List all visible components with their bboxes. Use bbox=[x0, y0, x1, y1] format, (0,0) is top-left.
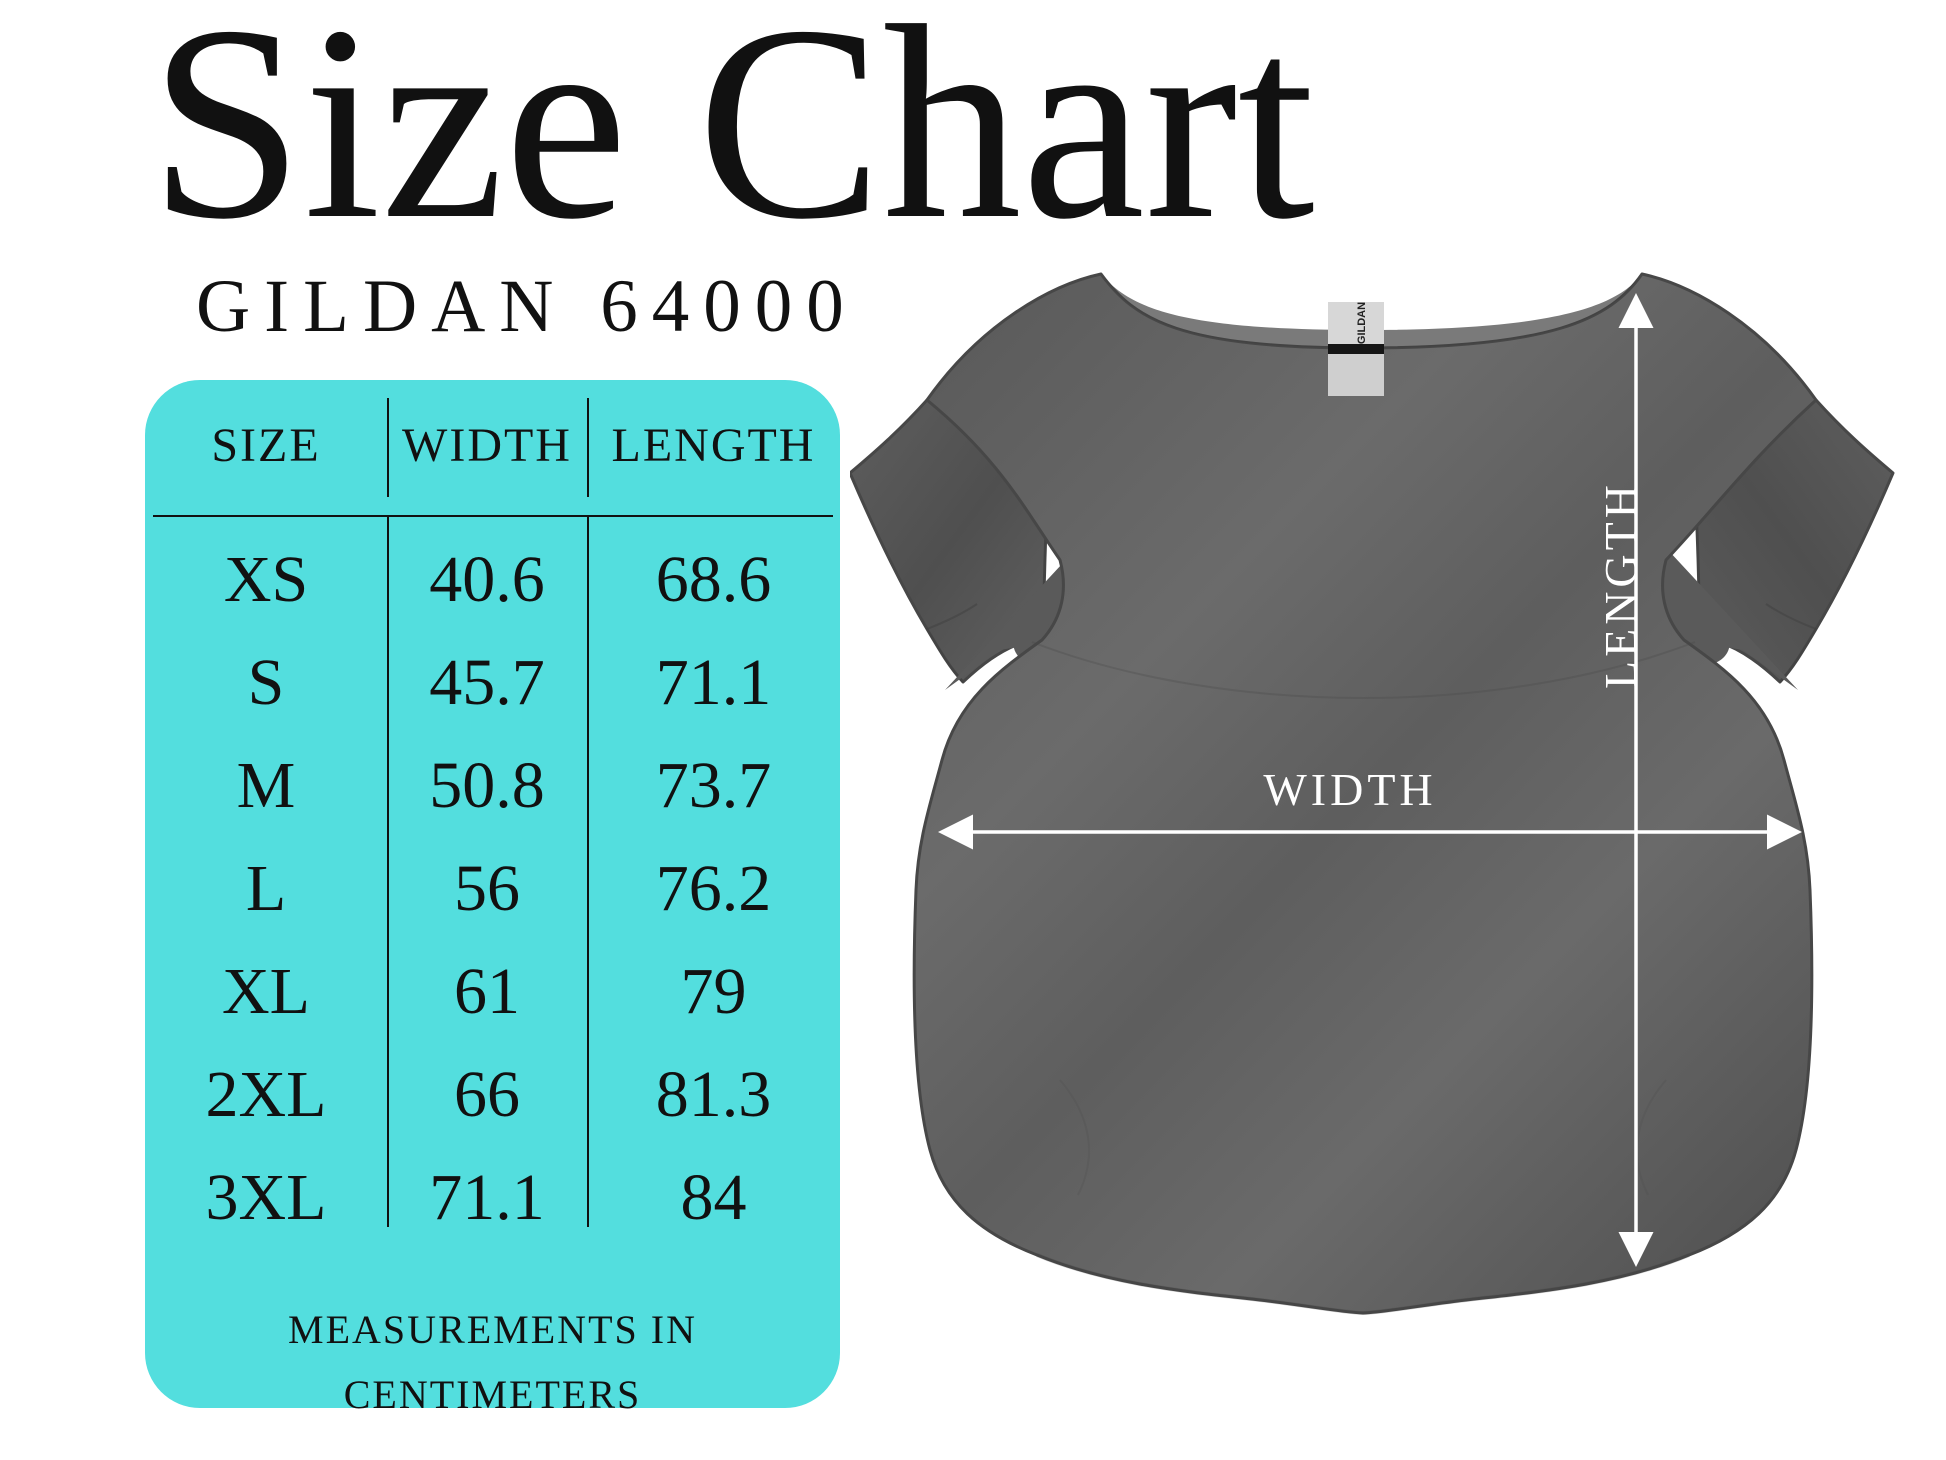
svg-text:WIDTH: WIDTH bbox=[1263, 764, 1436, 815]
svg-text:LENGTH: LENGTH bbox=[1595, 481, 1646, 689]
